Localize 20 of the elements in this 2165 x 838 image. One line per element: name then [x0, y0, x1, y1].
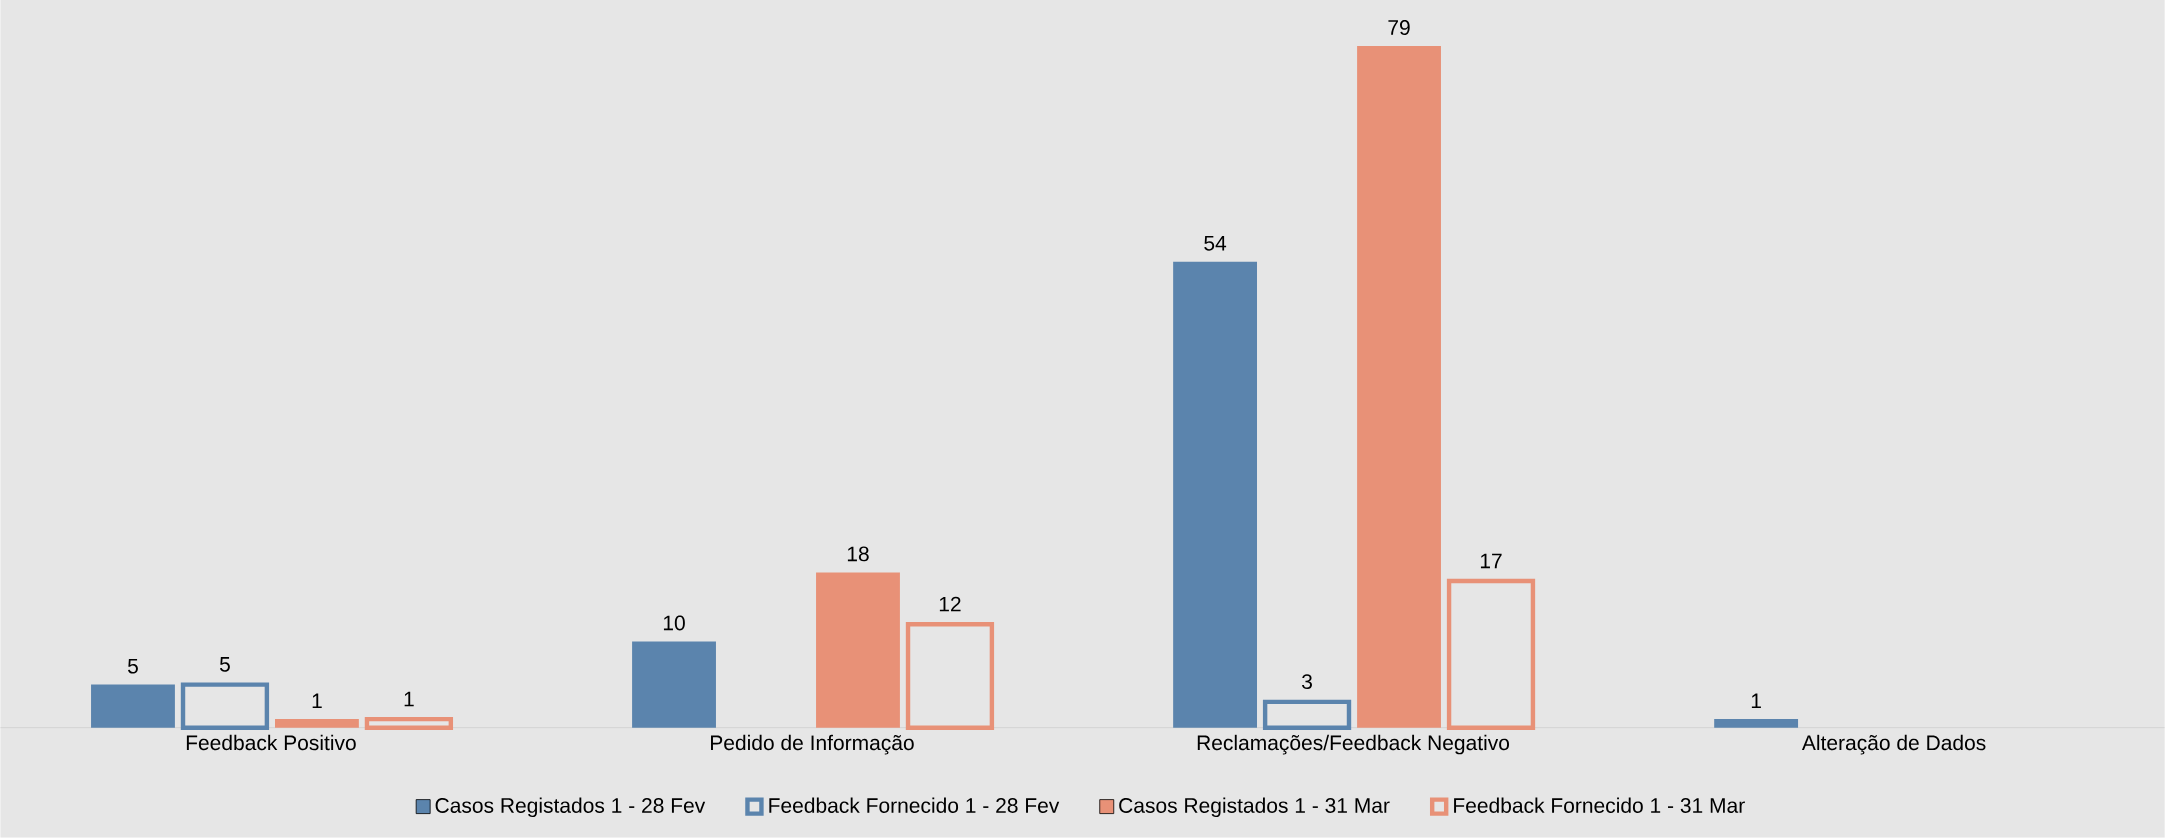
legend-label: Casos Registados 1 - 28 Fev	[435, 797, 706, 818]
legend-label: Feedback Fornecido 1 - 31 Mar	[1454, 797, 1745, 814]
x-tick-label: Pedido de Informação	[711, 734, 914, 755]
legend-label: Feedback Fornecido 1 - 28 Fev	[769, 797, 1060, 814]
data-label: 3	[1302, 674, 1312, 690]
data-label: 79	[1388, 20, 1410, 36]
legend-label: Casos Registados 1 - 31 Mar	[1119, 797, 1390, 818]
x-tick-label: Reclamações/Feedback Negativo	[1197, 734, 1510, 755]
data-label: 17	[1480, 553, 1502, 569]
data-label: 54	[1204, 236, 1227, 251]
data-label: 5	[127, 659, 138, 674]
data-label: 18	[847, 546, 869, 562]
data-label: 1	[312, 693, 322, 709]
x-tick-label: Feedback Positivo	[186, 734, 356, 751]
data-label: 1	[404, 691, 414, 707]
data-label: 1	[1751, 693, 1761, 709]
data-label: 5	[219, 657, 230, 672]
data-label: 10	[663, 615, 685, 631]
data-label: 12	[939, 596, 961, 612]
x-tick-label: Alteração de Dados	[1801, 734, 1986, 755]
